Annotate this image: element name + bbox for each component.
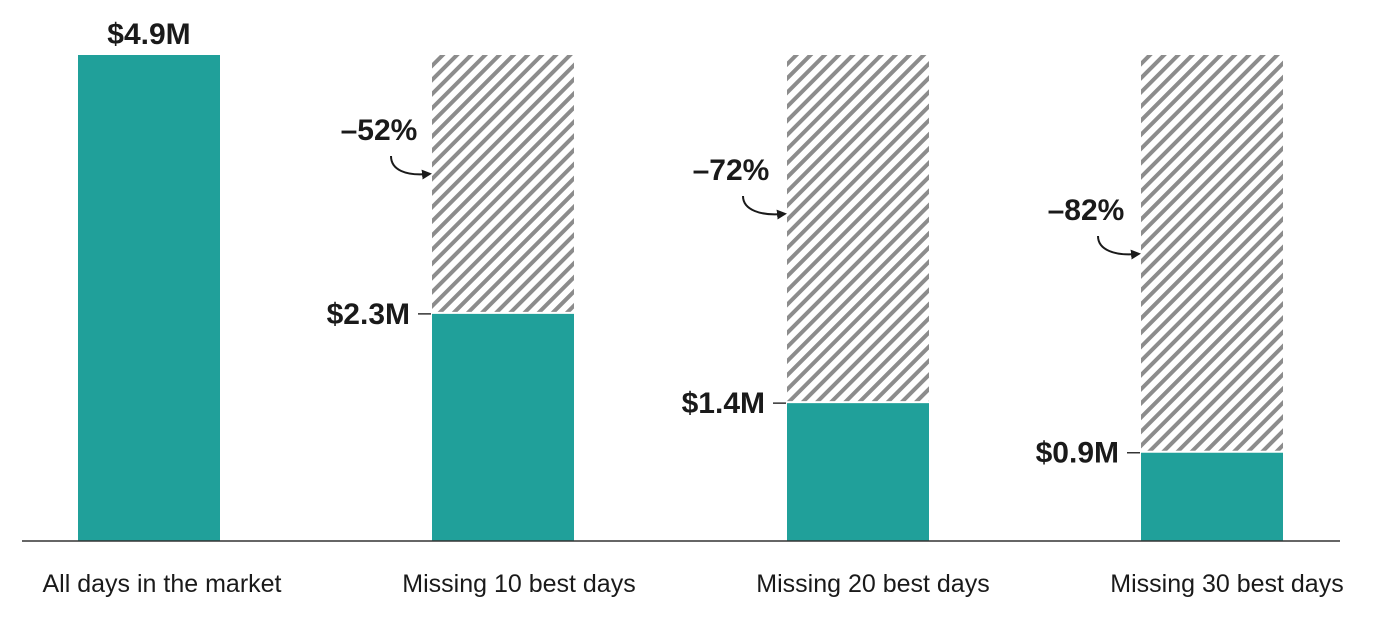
value-label-0: $4.9M <box>107 18 190 51</box>
category-label-2: Missing 20 best days <box>756 570 989 598</box>
category-label-3: Missing 30 best days <box>1110 570 1343 598</box>
bar-3 <box>1141 452 1283 541</box>
lost-value-bar-3 <box>1141 55 1283 452</box>
category-label-0: All days in the market <box>43 570 282 598</box>
loss-arrow-2 <box>742 195 787 220</box>
loss-label-3: –82% <box>1048 194 1125 227</box>
category-label-1: Missing 10 best days <box>402 570 635 598</box>
lost-value-bar-2 <box>787 55 929 403</box>
bar-2 <box>787 403 929 541</box>
loss-label-1: –52% <box>341 114 418 147</box>
lost-value-bar-1 <box>432 55 574 313</box>
bar-1 <box>432 313 574 541</box>
value-label-2: $1.4M <box>682 387 765 420</box>
loss-arrow-3 <box>1097 235 1141 260</box>
bar-0 <box>78 55 220 541</box>
value-label-1: $2.3M <box>327 298 410 331</box>
loss-arrow-1 <box>390 155 432 180</box>
loss-label-2: –72% <box>693 154 770 187</box>
value-label-3: $0.9M <box>1036 437 1119 470</box>
